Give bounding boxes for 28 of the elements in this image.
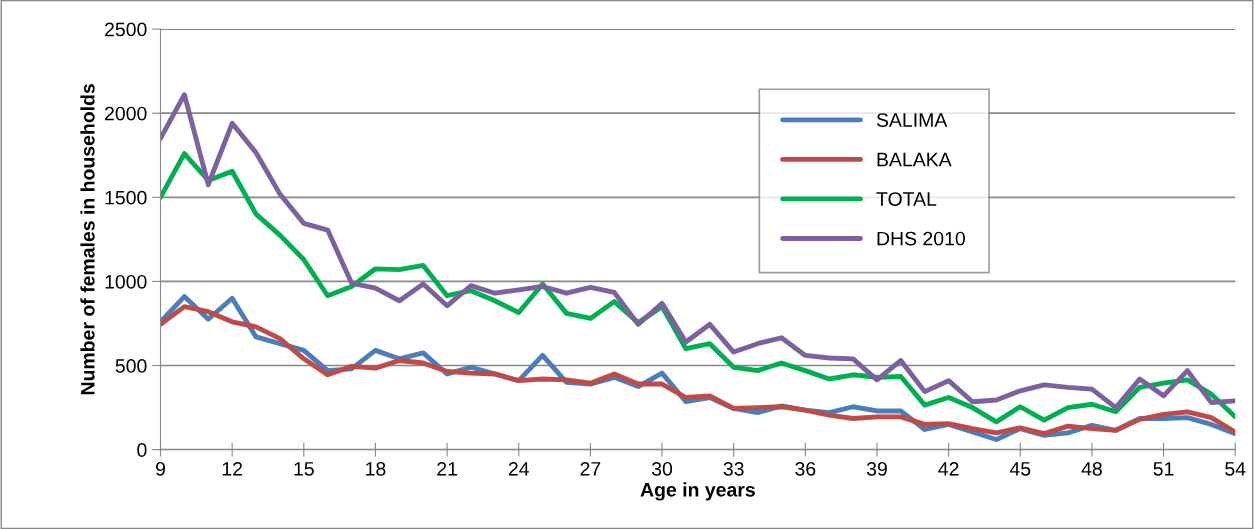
x-tick-label: 18 bbox=[366, 461, 386, 476]
x-tick-label: 51 bbox=[1153, 462, 1174, 476]
x-tick-label: 54 bbox=[1225, 462, 1246, 476]
x-tick-label: 39 bbox=[866, 461, 887, 476]
x-tick-label: 48 bbox=[1081, 461, 1102, 476]
legend-label: DHS 2010 bbox=[877, 231, 965, 246]
legend-label: TOTAL bbox=[876, 192, 937, 206]
x-tick-label: 42 bbox=[938, 461, 959, 476]
x-axis-title: Age in years bbox=[640, 482, 755, 501]
x-tick-label: 24 bbox=[508, 461, 529, 476]
y-tick-label: 500 bbox=[115, 359, 147, 373]
legend-label: SALIMA bbox=[876, 113, 948, 127]
legend-label: BALAKA bbox=[877, 152, 952, 167]
x-tick-label: 15 bbox=[294, 462, 314, 476]
x-tick-label: 27 bbox=[580, 461, 601, 476]
x-tick-label: 12 bbox=[222, 461, 242, 476]
x-tick-label: 30 bbox=[651, 461, 673, 476]
y-tick-label: 0 bbox=[137, 443, 147, 457]
x-tick-label: 45 bbox=[1009, 462, 1031, 476]
x-tick-label: 36 bbox=[795, 461, 816, 476]
x-tick-label: 21 bbox=[437, 461, 457, 476]
x-tick-label: 9 bbox=[156, 461, 165, 476]
y-tick-label: 1000 bbox=[105, 274, 147, 289]
y-tick-label: 2000 bbox=[105, 106, 147, 121]
y-tick-label: 2500 bbox=[105, 22, 147, 37]
y-tick-label: 1500 bbox=[105, 190, 147, 205]
x-tick-label: 33 bbox=[723, 461, 744, 476]
y-axis-title: Number of females in households bbox=[80, 84, 95, 395]
